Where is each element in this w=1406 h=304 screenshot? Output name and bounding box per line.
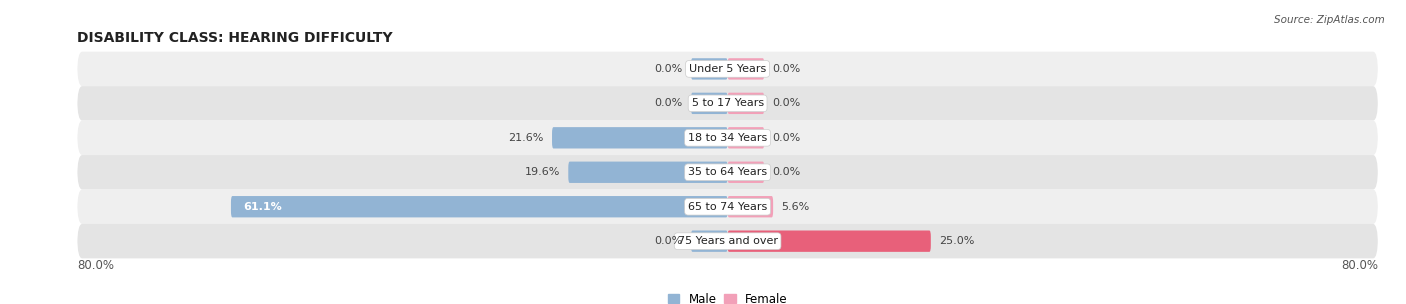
Text: 0.0%: 0.0% <box>655 236 683 246</box>
FancyBboxPatch shape <box>690 230 728 252</box>
FancyBboxPatch shape <box>690 58 728 80</box>
Text: Source: ZipAtlas.com: Source: ZipAtlas.com <box>1274 15 1385 25</box>
FancyBboxPatch shape <box>77 121 1378 155</box>
Text: 25.0%: 25.0% <box>939 236 974 246</box>
Text: DISABILITY CLASS: HEARING DIFFICULTY: DISABILITY CLASS: HEARING DIFFICULTY <box>77 31 392 45</box>
FancyBboxPatch shape <box>728 230 931 252</box>
Text: 19.6%: 19.6% <box>524 167 560 177</box>
FancyBboxPatch shape <box>77 86 1378 121</box>
FancyBboxPatch shape <box>728 93 765 114</box>
Text: 80.0%: 80.0% <box>77 259 114 272</box>
Text: 0.0%: 0.0% <box>772 98 800 108</box>
Text: 0.0%: 0.0% <box>772 64 800 74</box>
Text: 5 to 17 Years: 5 to 17 Years <box>692 98 763 108</box>
FancyBboxPatch shape <box>77 52 1378 86</box>
FancyBboxPatch shape <box>690 93 728 114</box>
Text: 75 Years and over: 75 Years and over <box>678 236 778 246</box>
FancyBboxPatch shape <box>77 155 1378 189</box>
Text: 0.0%: 0.0% <box>772 167 800 177</box>
Text: 80.0%: 80.0% <box>1341 259 1378 272</box>
Legend: Male, Female: Male, Female <box>662 288 793 304</box>
Text: 0.0%: 0.0% <box>655 64 683 74</box>
Text: 35 to 64 Years: 35 to 64 Years <box>688 167 768 177</box>
FancyBboxPatch shape <box>728 162 765 183</box>
Text: 21.6%: 21.6% <box>509 133 544 143</box>
FancyBboxPatch shape <box>77 224 1378 258</box>
Text: 61.1%: 61.1% <box>243 202 281 212</box>
Text: 0.0%: 0.0% <box>655 98 683 108</box>
FancyBboxPatch shape <box>553 127 728 148</box>
Text: 65 to 74 Years: 65 to 74 Years <box>688 202 768 212</box>
FancyBboxPatch shape <box>77 189 1378 224</box>
FancyBboxPatch shape <box>728 58 765 80</box>
Text: 5.6%: 5.6% <box>782 202 810 212</box>
Text: 18 to 34 Years: 18 to 34 Years <box>688 133 768 143</box>
FancyBboxPatch shape <box>568 162 728 183</box>
Text: Under 5 Years: Under 5 Years <box>689 64 766 74</box>
FancyBboxPatch shape <box>728 196 773 217</box>
FancyBboxPatch shape <box>728 127 765 148</box>
FancyBboxPatch shape <box>231 196 728 217</box>
Text: 0.0%: 0.0% <box>772 133 800 143</box>
